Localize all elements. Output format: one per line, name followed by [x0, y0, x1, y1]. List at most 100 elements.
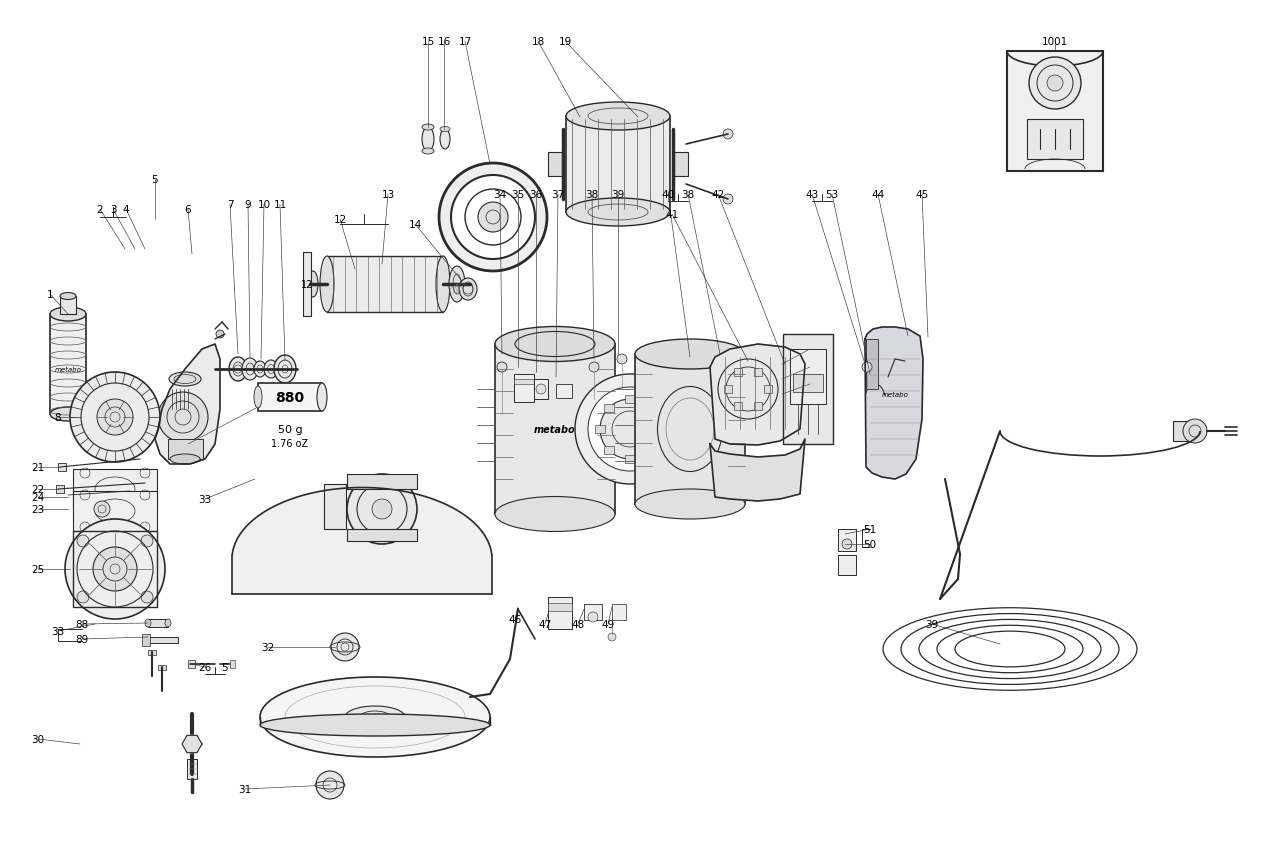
- Bar: [324, 484, 346, 529]
- Bar: [187, 759, 197, 779]
- Text: 42: 42: [712, 190, 724, 200]
- Text: 23: 23: [32, 505, 45, 514]
- Polygon shape: [865, 327, 923, 479]
- Bar: [733, 368, 742, 376]
- Circle shape: [861, 363, 872, 372]
- Ellipse shape: [169, 372, 201, 387]
- Text: 45: 45: [915, 190, 928, 200]
- Bar: [259, 383, 323, 412]
- Text: 15: 15: [421, 37, 435, 47]
- Bar: [790, 349, 826, 404]
- Text: 12: 12: [301, 279, 314, 289]
- Ellipse shape: [50, 408, 86, 421]
- Text: 50: 50: [864, 539, 877, 549]
- Ellipse shape: [422, 127, 434, 152]
- Bar: [73, 469, 157, 510]
- Bar: [838, 555, 856, 576]
- Ellipse shape: [566, 199, 669, 227]
- Text: 53: 53: [826, 190, 838, 200]
- Bar: [168, 440, 204, 459]
- Circle shape: [332, 633, 358, 661]
- Bar: [188, 660, 195, 668]
- Bar: [157, 665, 166, 670]
- Text: 41: 41: [666, 210, 678, 219]
- Ellipse shape: [317, 383, 326, 412]
- Text: 31: 31: [238, 784, 252, 794]
- Circle shape: [497, 363, 507, 372]
- Text: 51: 51: [864, 524, 877, 534]
- Text: 2: 2: [97, 205, 104, 214]
- Circle shape: [141, 592, 154, 603]
- Text: 50 g: 50 g: [278, 425, 302, 435]
- Ellipse shape: [495, 497, 614, 532]
- Circle shape: [588, 612, 598, 622]
- Ellipse shape: [369, 714, 381, 720]
- Text: 3: 3: [110, 205, 116, 214]
- Circle shape: [157, 392, 207, 442]
- Text: metabo: metabo: [882, 392, 909, 398]
- Circle shape: [316, 771, 344, 799]
- Bar: [556, 385, 572, 398]
- Ellipse shape: [170, 454, 200, 464]
- Text: 10: 10: [257, 200, 270, 210]
- Circle shape: [77, 535, 90, 548]
- Ellipse shape: [60, 293, 76, 300]
- Bar: [838, 529, 856, 551]
- Bar: [58, 463, 67, 472]
- Circle shape: [65, 519, 165, 619]
- Text: 22: 22: [32, 484, 45, 495]
- Circle shape: [97, 399, 133, 436]
- Bar: [754, 368, 762, 376]
- Polygon shape: [710, 440, 805, 501]
- Ellipse shape: [422, 125, 434, 131]
- Circle shape: [141, 535, 154, 548]
- Text: 14: 14: [408, 219, 421, 230]
- Circle shape: [536, 385, 547, 394]
- Circle shape: [93, 548, 137, 592]
- Bar: [515, 380, 534, 385]
- Circle shape: [600, 399, 660, 459]
- Text: 40: 40: [662, 190, 675, 200]
- Text: 19: 19: [558, 37, 572, 47]
- Bar: [867, 339, 878, 390]
- Circle shape: [93, 501, 110, 517]
- Text: 21: 21: [32, 463, 45, 473]
- Circle shape: [588, 387, 672, 472]
- Text: 49: 49: [602, 619, 614, 630]
- Text: 880: 880: [275, 391, 305, 404]
- Text: 32: 32: [261, 642, 275, 652]
- Bar: [548, 603, 572, 611]
- Bar: [604, 404, 614, 413]
- Text: 35: 35: [512, 190, 525, 200]
- Text: 16: 16: [438, 37, 451, 47]
- Bar: [625, 456, 635, 463]
- Bar: [230, 660, 236, 668]
- Ellipse shape: [308, 272, 317, 298]
- Bar: [495, 344, 614, 514]
- Ellipse shape: [449, 267, 465, 303]
- Ellipse shape: [460, 279, 477, 300]
- Text: 44: 44: [872, 190, 884, 200]
- Ellipse shape: [566, 103, 669, 131]
- Circle shape: [347, 474, 417, 544]
- Bar: [584, 604, 602, 620]
- Circle shape: [617, 354, 627, 365]
- Circle shape: [477, 203, 508, 233]
- Circle shape: [608, 633, 616, 641]
- Text: 33: 33: [198, 495, 211, 505]
- Text: 30: 30: [32, 734, 45, 744]
- Text: 5: 5: [221, 663, 228, 672]
- Circle shape: [842, 539, 852, 549]
- Bar: [794, 375, 823, 392]
- Ellipse shape: [260, 677, 490, 757]
- Bar: [534, 380, 548, 399]
- Text: 18: 18: [531, 37, 544, 47]
- Text: 11: 11: [274, 200, 287, 210]
- Text: 8: 8: [55, 413, 61, 423]
- Text: 25: 25: [32, 565, 45, 574]
- Text: 6: 6: [184, 205, 191, 214]
- Bar: [326, 257, 443, 312]
- Text: 7: 7: [227, 200, 233, 210]
- Ellipse shape: [260, 714, 490, 736]
- Bar: [142, 634, 150, 647]
